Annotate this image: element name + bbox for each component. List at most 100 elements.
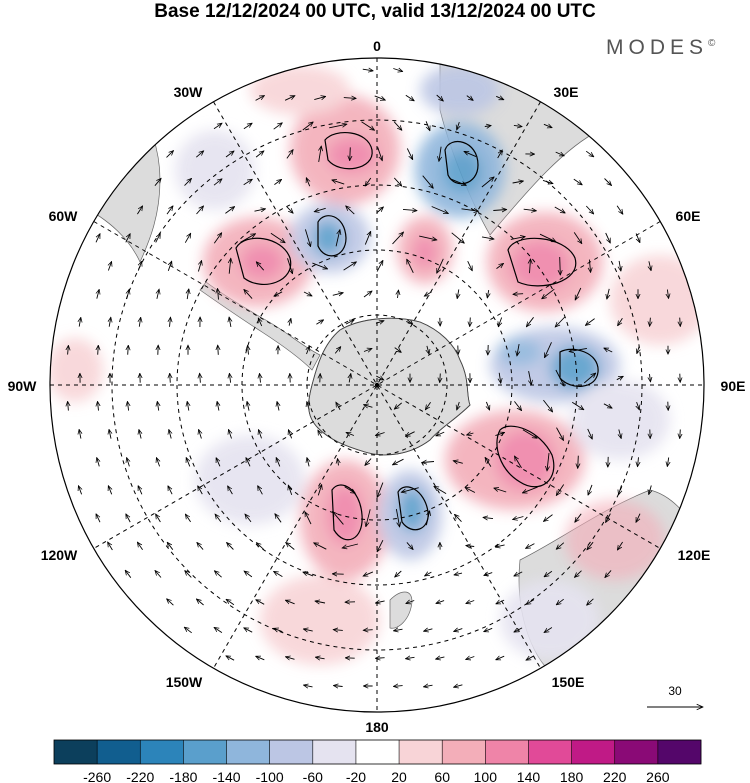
- wind-vector: [393, 121, 402, 131]
- wind-vector: [556, 542, 565, 550]
- wind-vector: [555, 316, 566, 327]
- wind-vector: [401, 487, 419, 493]
- wind-vector: [585, 318, 595, 326]
- wind-vector: [245, 514, 252, 523]
- wind-vector: [256, 656, 265, 660]
- wind-vector: [484, 628, 493, 631]
- wind-vector: [424, 629, 433, 631]
- wind-vector: [499, 372, 501, 383]
- wind-vector: [258, 486, 263, 495]
- legend-tick-label: 180: [560, 769, 584, 783]
- wind-vector: [457, 121, 460, 130]
- wind-vector: [484, 573, 493, 576]
- reference-vector-label: 30: [668, 684, 682, 698]
- wind-vector: [544, 570, 553, 577]
- wind-vector: [217, 401, 219, 411]
- wind-vector: [496, 263, 504, 269]
- graticule: [50, 58, 704, 712]
- wind-vector: [449, 178, 467, 186]
- wind-vector: [556, 427, 564, 441]
- wind-vector: [319, 146, 322, 162]
- wind-vector: [303, 572, 314, 577]
- wind-vector: [108, 262, 111, 271]
- wind-vector: [573, 232, 582, 243]
- wind-vector: [184, 627, 192, 634]
- wind-vector: [196, 599, 204, 606]
- wind-vector: [215, 458, 221, 467]
- wind-vector: [186, 458, 190, 467]
- wind-vector: [514, 401, 521, 410]
- wind-vector: [316, 320, 323, 325]
- wind-vector: [229, 317, 231, 327]
- map-disk: [50, 58, 704, 712]
- wind-vector: [287, 258, 293, 273]
- wind-vector: [364, 405, 373, 408]
- wind-vector: [398, 290, 399, 299]
- wind-vector: [345, 320, 354, 325]
- wind-vector: [218, 288, 219, 300]
- wind-vector: [225, 207, 234, 214]
- wind-vector: [394, 629, 403, 631]
- legend-swatch: [485, 740, 529, 764]
- wind-vector: [315, 657, 325, 659]
- wind-vector: [393, 69, 402, 72]
- wind-vector: [619, 485, 622, 494]
- wind-vector: [376, 260, 383, 272]
- wind-vector: [344, 486, 356, 494]
- wind-vector: [314, 207, 326, 211]
- wind-vector: [667, 457, 668, 467]
- wind-vector: [427, 345, 429, 354]
- longitude-labels: 0 30E 60E 90E 120E 150E 180 150W 120W 90…: [8, 38, 746, 735]
- wind-vector: [464, 151, 477, 158]
- wind-vector: [377, 482, 384, 498]
- wind-vector: [394, 347, 402, 353]
- wind-vector: [302, 122, 313, 131]
- lon-label-30w: 30W: [174, 84, 204, 100]
- contour-lines: [235, 132, 599, 541]
- wind-vector: [314, 543, 327, 550]
- wind-vector: [453, 461, 463, 464]
- lon-label-120e: 120E: [678, 547, 711, 563]
- wind-vector: [256, 262, 265, 271]
- wind-vector: [496, 96, 504, 101]
- wind-vector: [530, 259, 531, 274]
- wind-vector: [229, 373, 230, 383]
- wind-vector: [154, 178, 161, 186]
- wind-vector: [543, 124, 552, 127]
- wind-vector: [635, 513, 641, 523]
- wind-vector: [338, 459, 339, 466]
- wind-vector: [607, 288, 609, 299]
- wind-vector: [436, 601, 445, 604]
- wind-vector: [560, 256, 561, 275]
- legend-swatch: [528, 740, 572, 764]
- wind-vector: [364, 231, 370, 245]
- wind-vector: [184, 233, 190, 243]
- wind-vector: [419, 235, 437, 240]
- wind-vector: [157, 401, 158, 411]
- wind-vector: [377, 539, 384, 552]
- legend-swatch: [614, 740, 659, 764]
- wind-vector: [226, 599, 235, 606]
- wind-vector: [605, 232, 611, 243]
- wind-vector: [109, 429, 111, 439]
- wind-vector: [155, 234, 161, 243]
- wind-vector: [98, 401, 99, 411]
- wind-vector: [155, 571, 162, 578]
- legend-tick-label: 220: [603, 769, 627, 783]
- wind-vector: [402, 209, 417, 210]
- wind-vector: [284, 95, 295, 101]
- wind-vector: [526, 317, 534, 326]
- wind-vector: [169, 430, 171, 439]
- wind-vector: [603, 403, 612, 408]
- wind-vector: [578, 455, 579, 469]
- wind-vector: [406, 601, 415, 604]
- lon-label-120w: 120W: [41, 547, 78, 563]
- wind-vector: [604, 347, 613, 353]
- wind-vector: [377, 147, 383, 160]
- legend-tick-label: -140: [213, 769, 241, 783]
- wind-vector: [277, 402, 279, 411]
- wind-vector: [248, 345, 249, 355]
- legend-swatch: [269, 740, 314, 764]
- wind-vector: [288, 430, 291, 439]
- wind-vector: [215, 514, 222, 523]
